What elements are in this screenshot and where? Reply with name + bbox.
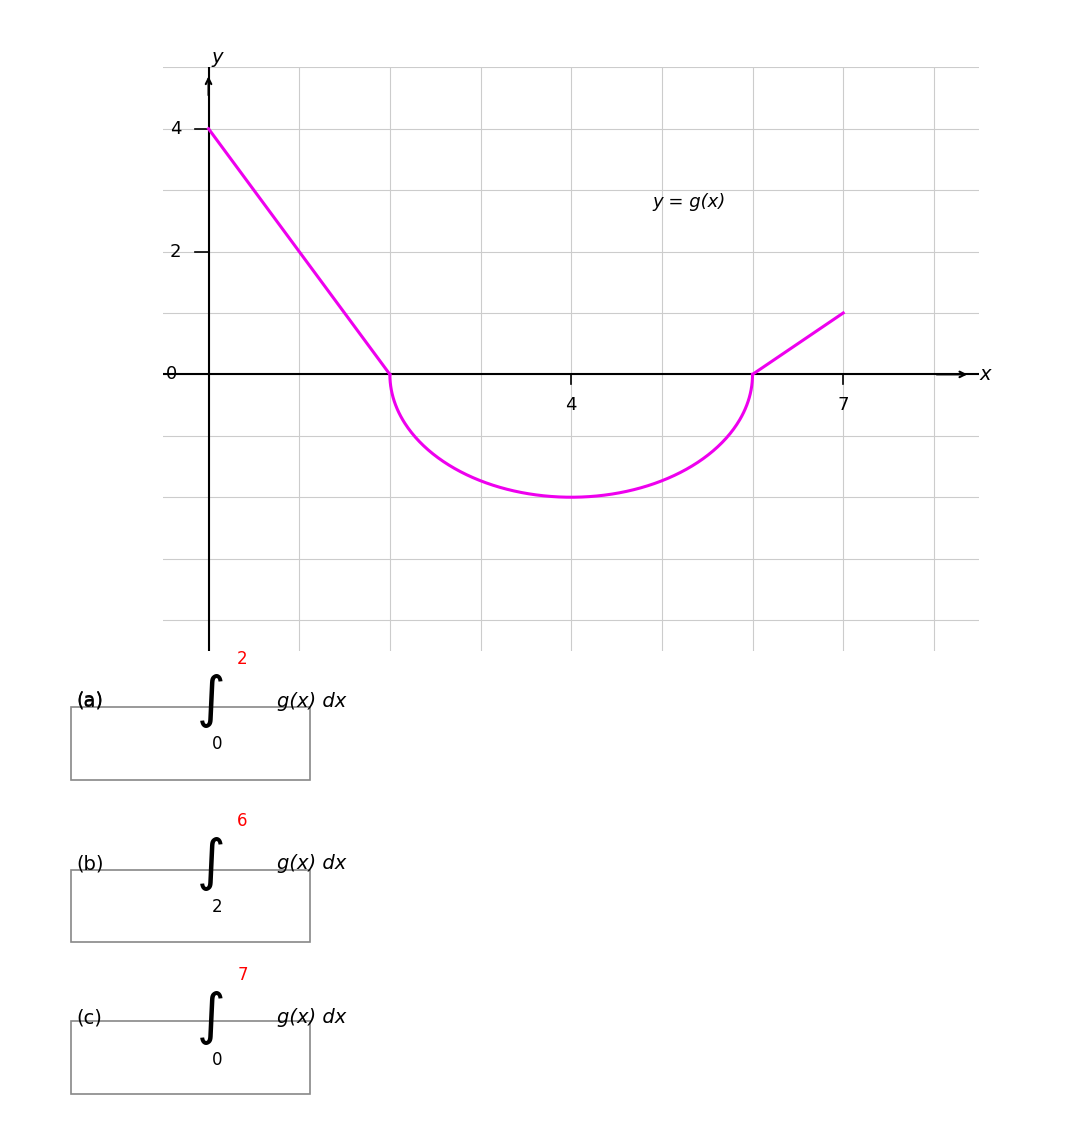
Text: $\int$: $\int$ — [196, 672, 223, 730]
Text: 0: 0 — [212, 1051, 223, 1069]
Text: (a): (a) — [76, 690, 103, 709]
Text: 0: 0 — [165, 366, 176, 384]
Text: g(x) dx: g(x) dx — [277, 855, 347, 873]
Text: 7: 7 — [838, 396, 849, 414]
Text: y: y — [212, 48, 223, 67]
Text: 4: 4 — [170, 120, 182, 138]
Text: 6: 6 — [237, 812, 248, 830]
Text: g(x) dx: g(x) dx — [277, 1009, 347, 1027]
FancyBboxPatch shape — [71, 707, 310, 780]
FancyBboxPatch shape — [71, 1021, 310, 1094]
Text: 4: 4 — [566, 396, 577, 414]
Text: (c): (c) — [76, 1009, 102, 1027]
Text: 0: 0 — [212, 735, 223, 753]
Text: (b): (b) — [76, 855, 103, 873]
FancyBboxPatch shape — [71, 870, 310, 942]
Text: x: x — [979, 365, 991, 384]
Text: $\int$: $\int$ — [196, 835, 223, 893]
Text: (a): (a) — [76, 692, 103, 710]
Text: 2: 2 — [237, 650, 248, 668]
Text: y = g(x): y = g(x) — [653, 193, 726, 211]
Text: $\int$: $\int$ — [196, 988, 223, 1047]
Text: 7: 7 — [237, 966, 248, 984]
Text: 2: 2 — [212, 898, 223, 916]
Text: g(x) dx: g(x) dx — [277, 692, 347, 710]
Text: 2: 2 — [170, 242, 182, 260]
